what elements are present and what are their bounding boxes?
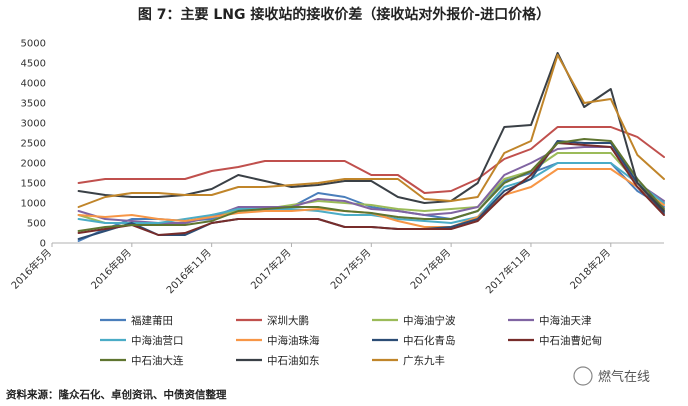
y-tick-label: 2000 xyxy=(21,159,46,170)
plot-area: 0 500 1000 1500 2000 2500 3000 3500 4000 4500 5000… xyxy=(8,39,665,367)
y-tick-label: 4500 xyxy=(21,59,46,70)
y-tick-label: 0 xyxy=(40,239,46,250)
series-line xyxy=(77,52,665,212)
y-tick-label: 2500 xyxy=(21,139,46,150)
y-tick-label: 1500 xyxy=(21,179,46,190)
source-note: 资料来源：隆众石化、卓创资讯、中债资信整理 xyxy=(6,388,227,401)
legend-label: 中海油营口 xyxy=(131,334,184,347)
legend-label: 中石油如东 xyxy=(267,354,320,367)
legend-label: 中海油宁波 xyxy=(403,314,456,327)
series-line xyxy=(77,146,665,224)
legend-label: 广东九丰 xyxy=(403,354,445,367)
legend-item: 福建莆田 xyxy=(100,314,173,327)
legend-label: 中石化青岛 xyxy=(403,334,456,347)
legend-item: 中石油曹妃甸 xyxy=(508,334,602,347)
series-line xyxy=(77,138,665,232)
x-tick-label: 2016年5月 xyxy=(8,246,54,292)
legend-item: 中海油营口 xyxy=(100,334,184,347)
x-tick-label: 2016年11月 xyxy=(163,246,213,296)
legend-item: 中海油天津 xyxy=(508,314,592,327)
legend-item: 中石油如东 xyxy=(236,354,320,367)
chart-title: 图 7：主要 LNG 接收站的接收价差（接收站对外报价-进口价格） xyxy=(138,6,550,23)
x-tick-label: 2018年2月 xyxy=(567,246,613,292)
y-tick-label: 4000 xyxy=(21,79,46,90)
y-tick-label: 1000 xyxy=(21,199,46,210)
series-line xyxy=(77,54,665,208)
legend-item: 中石油大连 xyxy=(100,354,184,367)
legend-label: 中石油曹妃甸 xyxy=(539,334,602,347)
legend-item: 广东九丰 xyxy=(372,354,445,367)
legend-label: 福建莆田 xyxy=(131,314,173,327)
legend-label: 中海油珠海 xyxy=(267,334,320,347)
legend-item: 深圳大鹏 xyxy=(236,314,309,327)
series-line xyxy=(77,168,665,228)
x-tick-label: 2016年8月 xyxy=(88,246,134,292)
watermark-text: 燃气在线 xyxy=(598,369,650,385)
series-line xyxy=(77,126,665,194)
x-tick-label: 2017年8月 xyxy=(407,246,453,292)
x-tick-label: 2017年11月 xyxy=(483,246,533,296)
legend-label: 深圳大鹏 xyxy=(267,314,309,327)
legend-item: 中海油宁波 xyxy=(372,314,456,327)
watermark: 燃气在线 xyxy=(573,366,650,386)
y-tick-label: 5000 xyxy=(21,39,46,50)
legend-item: 中石化青岛 xyxy=(372,334,456,347)
wechat-icon xyxy=(573,366,593,386)
y-tick-label: 3000 xyxy=(21,119,46,130)
legend-label: 中石油大连 xyxy=(131,354,184,367)
legend-item: 中海油珠海 xyxy=(236,334,320,347)
legend-label: 中海油天津 xyxy=(539,314,592,327)
y-tick-label: 500 xyxy=(27,219,46,230)
y-tick-label: 3500 xyxy=(21,99,46,110)
x-tick-label: 2017年5月 xyxy=(328,246,374,292)
series-line xyxy=(77,142,665,236)
x-tick-label: 2017年2月 xyxy=(248,246,294,292)
